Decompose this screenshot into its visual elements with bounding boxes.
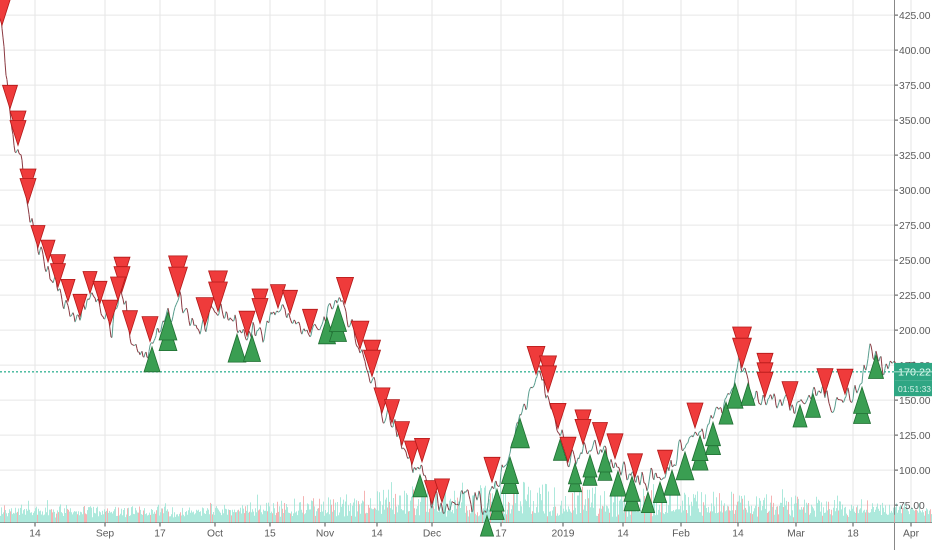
svg-text:Apr: Apr (903, 529, 920, 540)
svg-text:2019: 2019 (552, 529, 575, 540)
svg-text:17: 17 (154, 529, 166, 540)
svg-text:170.22: 170.22 (898, 367, 931, 378)
svg-text:125.00: 125.00 (899, 431, 931, 442)
svg-text:400.00: 400.00 (899, 46, 931, 57)
svg-text:425.00: 425.00 (899, 11, 931, 22)
svg-text:375.00: 375.00 (899, 81, 931, 92)
svg-text:18: 18 (847, 529, 859, 540)
svg-text:Nov: Nov (316, 529, 335, 540)
svg-text:75.00: 75.00 (899, 501, 925, 512)
svg-text:Dec: Dec (423, 529, 441, 540)
svg-text:200.00: 200.00 (899, 326, 931, 337)
svg-text:14: 14 (617, 529, 629, 540)
svg-text:150.00: 150.00 (899, 396, 931, 407)
svg-text:Oct: Oct (207, 529, 223, 540)
svg-text:17: 17 (495, 529, 507, 540)
svg-text:Feb: Feb (672, 529, 690, 540)
svg-text:275.00: 275.00 (899, 221, 931, 232)
svg-text:300.00: 300.00 (899, 186, 931, 197)
svg-text:325.00: 325.00 (899, 151, 931, 162)
svg-text:350.00: 350.00 (899, 116, 931, 127)
svg-text:14: 14 (732, 529, 744, 540)
svg-text:14: 14 (371, 529, 383, 540)
svg-text:14: 14 (29, 529, 41, 540)
svg-text:225.00: 225.00 (899, 291, 931, 302)
svg-text:15: 15 (264, 529, 276, 540)
svg-text:Sep: Sep (96, 529, 115, 540)
svg-text:01:51:33: 01:51:33 (898, 384, 931, 394)
svg-text:Mar: Mar (787, 529, 805, 540)
svg-text:250.00: 250.00 (899, 256, 931, 267)
svg-text:100.00: 100.00 (899, 466, 931, 477)
